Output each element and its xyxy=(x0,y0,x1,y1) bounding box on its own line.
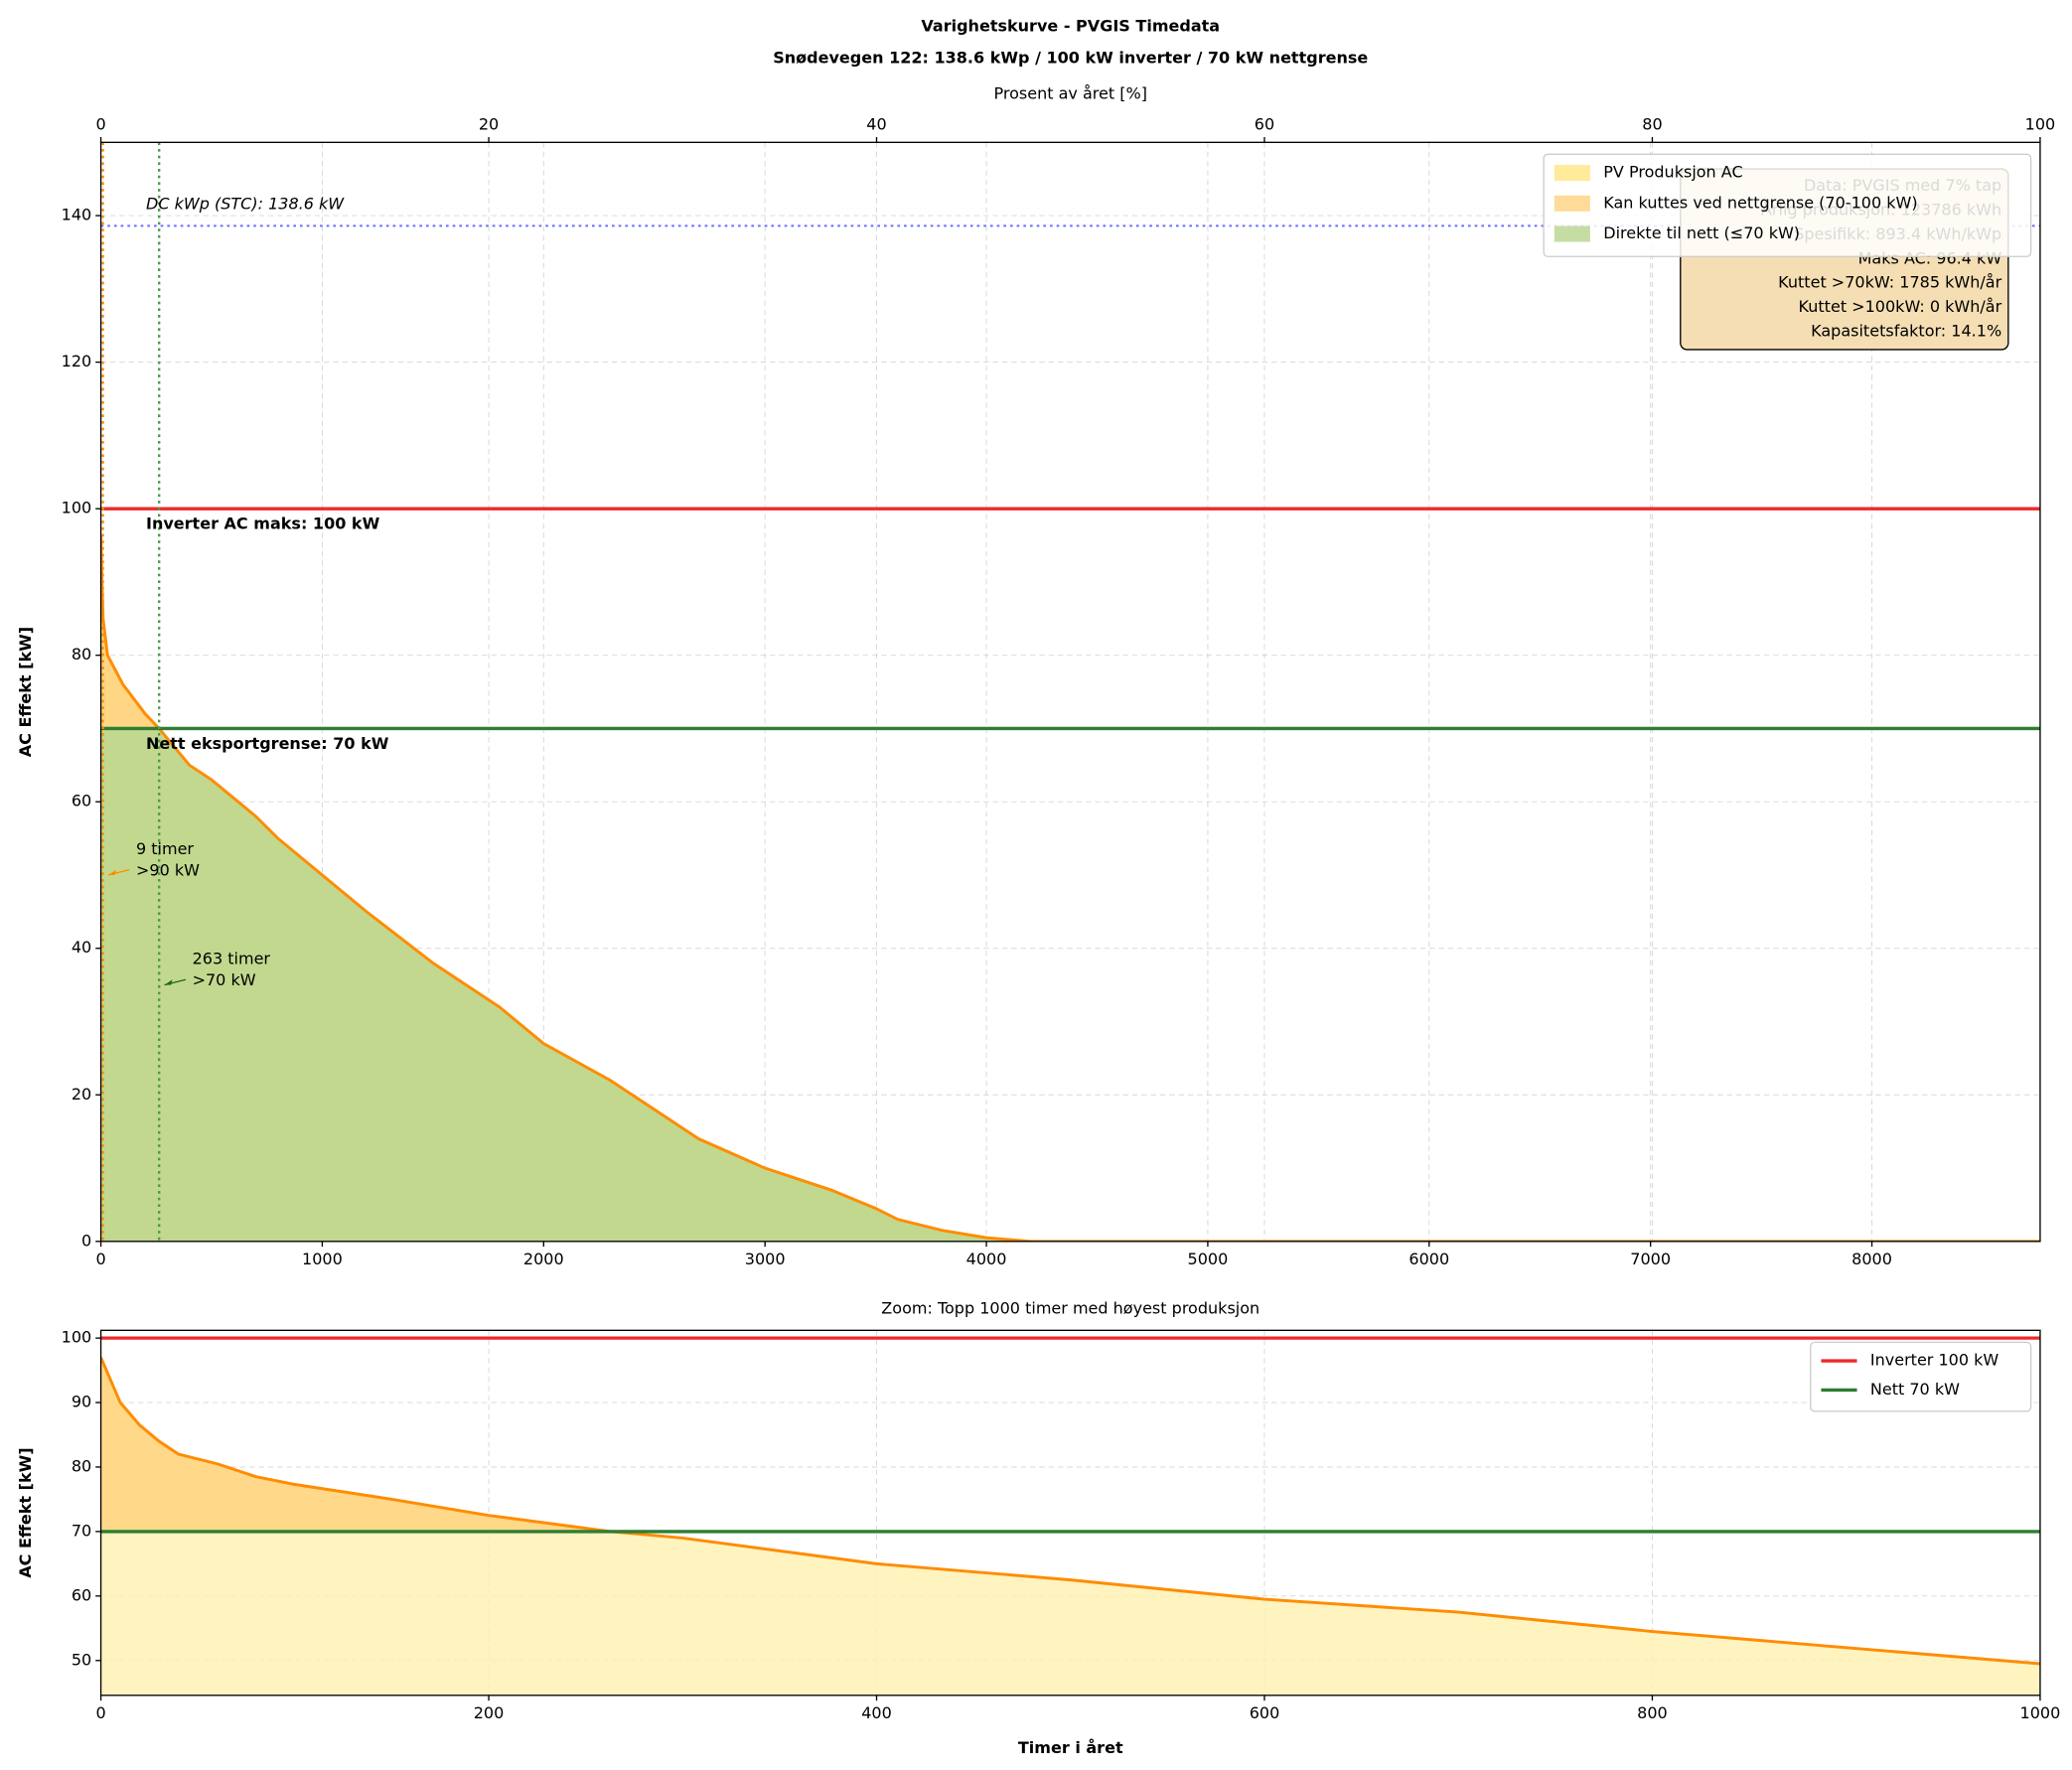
x-tick-label: 8000 xyxy=(1851,1250,1892,1268)
info-text: Kuttet >100kW: 0 kWh/år xyxy=(1799,297,2002,316)
legend-label: PV Produksjon AC xyxy=(1603,163,1742,182)
curve xyxy=(100,1357,2040,1666)
x-tick-label: 0 xyxy=(95,1250,105,1268)
axes-frame xyxy=(99,141,2041,1243)
legend-label: Direkte til nett (≤70 kW) xyxy=(1603,223,1800,242)
legend-label: Inverter 100 kW xyxy=(1870,1351,1999,1370)
x-axis-label: Timer i året xyxy=(1018,1738,1123,1757)
info-text: Kapasitetsfaktor: 14.1% xyxy=(1811,322,2001,341)
x2-axis-label: Prosent av året [%] xyxy=(993,84,1147,103)
x-tick-label: 600 xyxy=(1250,1703,1280,1722)
plot-area xyxy=(100,142,2040,1242)
y-tick-label: 40 xyxy=(72,938,91,957)
area-fill xyxy=(100,1357,2040,1696)
reference-label: Inverter AC maks: 100 kW xyxy=(146,515,380,533)
legend-swatch xyxy=(1554,165,1590,182)
x-tick-label: 200 xyxy=(474,1703,505,1722)
y-tick-label: 50 xyxy=(72,1650,91,1669)
y-tick-label: 80 xyxy=(72,645,91,664)
x2-tick-label: 40 xyxy=(866,114,886,133)
x-tick-label: 5000 xyxy=(1188,1250,1229,1268)
y-tick-label: 60 xyxy=(72,792,91,811)
info-text: Kuttet >70kW: 1785 kWh/år xyxy=(1778,273,2001,292)
y-tick-label: 100 xyxy=(62,1328,92,1347)
curve xyxy=(100,534,2040,1242)
legend-box xyxy=(1810,1341,2032,1412)
x2-tick-label: 0 xyxy=(95,114,105,133)
y-axis-label: AC Effekt [kW] xyxy=(16,1447,35,1577)
x-tick-label: 4000 xyxy=(966,1250,1007,1268)
x-tick-label: 400 xyxy=(861,1703,892,1722)
annotation-text: >70 kW xyxy=(193,970,256,989)
x-tick-label: 3000 xyxy=(745,1250,786,1268)
x2-tick-label: 100 xyxy=(2025,114,2056,133)
reference-label: DC kWp (STC): 138.6 kW xyxy=(146,195,345,214)
reference-label: Nett eksportgrense: 70 kW xyxy=(146,734,389,753)
annotation-text: >90 kW xyxy=(136,860,200,879)
y-axis-label: AC Effekt [kW] xyxy=(16,627,35,757)
arrow-head xyxy=(107,869,116,875)
y-tick-label: 0 xyxy=(81,1231,91,1250)
x-tick-label: 7000 xyxy=(1630,1250,1671,1268)
y-tick-label: 80 xyxy=(72,1456,91,1475)
y-tick-label: 90 xyxy=(72,1393,91,1411)
x2-tick-label: 60 xyxy=(1255,114,1274,133)
area-band xyxy=(100,1357,612,1532)
y-tick-label: 70 xyxy=(72,1521,91,1540)
legend-swatch xyxy=(1554,195,1590,212)
x-tick-label: 1000 xyxy=(302,1250,343,1268)
x-tick-label: 2000 xyxy=(523,1250,564,1268)
chart-subtitle: Snødevegen 122: 138.6 kWp / 100 kW inver… xyxy=(773,49,1368,68)
x-tick-label: 800 xyxy=(1637,1703,1668,1722)
area-band xyxy=(100,534,160,729)
annotation-text: 9 timer xyxy=(136,839,194,858)
y-tick-label: 140 xyxy=(62,206,92,224)
y-tick-label: 20 xyxy=(72,1085,91,1104)
annotation-text: 263 timer xyxy=(193,950,271,968)
legend-swatch xyxy=(1554,225,1590,242)
legend-label: Kan kuttes ved nettgrense (70-100 kW) xyxy=(1603,193,1917,212)
y-tick-label: 60 xyxy=(72,1585,91,1604)
y-tick-label: 100 xyxy=(62,499,92,517)
plot-area xyxy=(100,1330,2040,1696)
x2-tick-label: 20 xyxy=(479,114,499,133)
legend-label: Nett 70 kW xyxy=(1870,1380,1960,1399)
x-tick-label: 1000 xyxy=(2020,1703,2061,1722)
axes-frame xyxy=(99,1329,2041,1696)
x2-tick-label: 80 xyxy=(1642,114,1662,133)
y-tick-label: 120 xyxy=(62,352,92,370)
x-tick-label: 0 xyxy=(95,1703,105,1722)
chart-title: Varighetskurve - PVGIS Timedata xyxy=(921,17,1220,36)
legend-box xyxy=(1543,153,2032,257)
x-tick-label: 6000 xyxy=(1408,1250,1449,1268)
chart-title: Zoom: Topp 1000 timer med høyest produks… xyxy=(881,1298,1259,1317)
area-band xyxy=(100,728,1031,1242)
